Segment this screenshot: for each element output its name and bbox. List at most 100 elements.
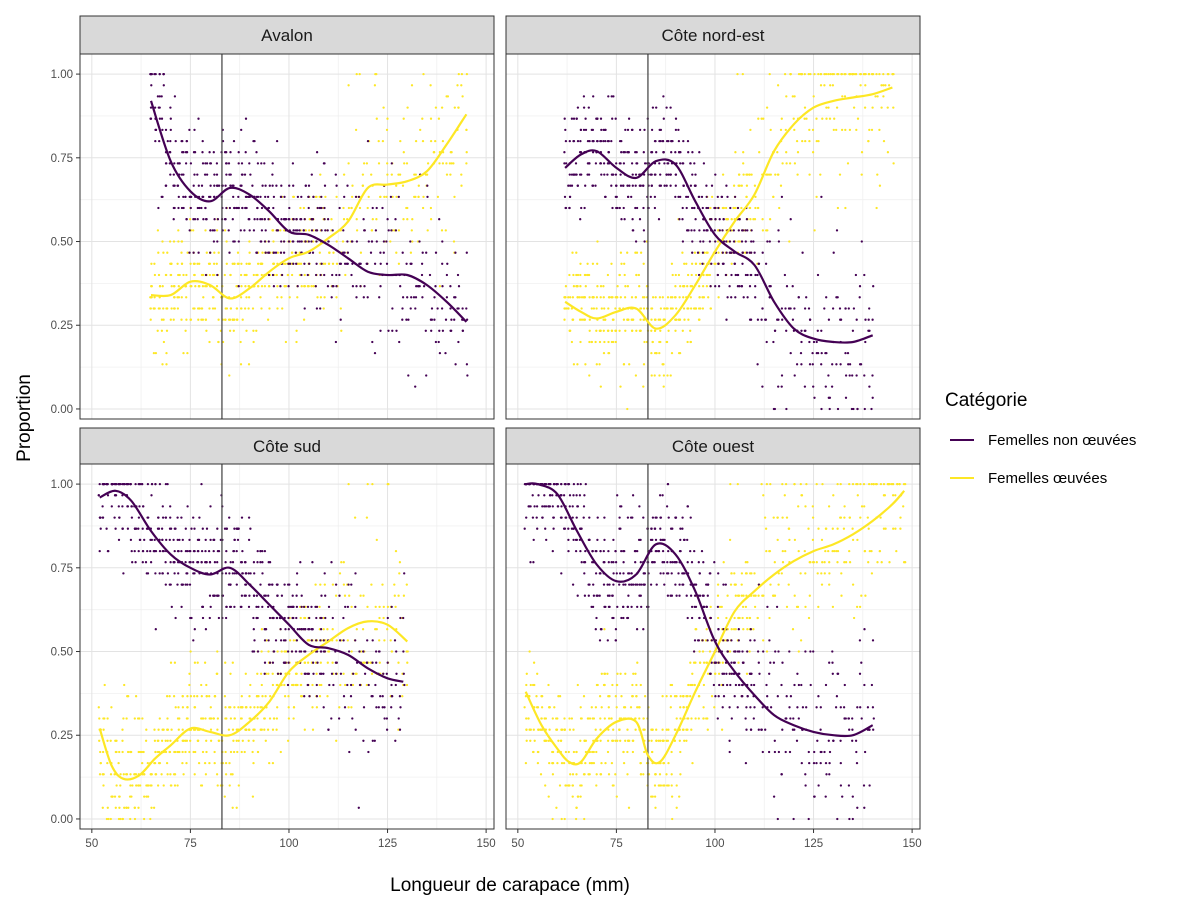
point-non-oeuvees — [638, 594, 641, 597]
point-oeuvees — [370, 229, 373, 232]
point-oeuvees — [302, 318, 306, 321]
point-non-oeuvees — [445, 296, 449, 299]
point-non-oeuvees — [284, 639, 287, 642]
point-oeuvees — [153, 728, 156, 731]
point-non-oeuvees — [168, 151, 172, 154]
point-oeuvees — [614, 695, 617, 698]
point-oeuvees — [591, 750, 594, 754]
point-non-oeuvees — [261, 184, 264, 187]
point-oeuvees — [276, 296, 279, 299]
point-non-oeuvees — [682, 139, 685, 143]
point-oeuvees — [824, 72, 828, 76]
point-non-oeuvees — [133, 549, 136, 553]
point-oeuvees — [867, 72, 871, 76]
point-oeuvees — [882, 72, 885, 76]
point-non-oeuvees — [643, 583, 646, 586]
point-oeuvees — [823, 561, 826, 564]
point-non-oeuvees — [434, 285, 437, 288]
point-oeuvees — [290, 273, 294, 277]
point-non-oeuvees — [304, 628, 307, 631]
panel-background — [506, 464, 920, 829]
point-non-oeuvees — [320, 195, 323, 199]
point-oeuvees — [131, 784, 134, 787]
point-non-oeuvees — [576, 139, 580, 143]
point-non-oeuvees — [698, 616, 701, 620]
point-non-oeuvees — [235, 583, 238, 586]
point-non-oeuvees — [244, 583, 248, 586]
point-oeuvees — [564, 784, 568, 787]
point-oeuvees — [599, 773, 603, 776]
point-non-oeuvees — [164, 583, 167, 586]
point-oeuvees — [583, 817, 586, 821]
point-oeuvees — [319, 173, 322, 176]
point-non-oeuvees — [363, 229, 366, 232]
point-non-oeuvees — [343, 251, 346, 254]
point-oeuvees — [875, 206, 878, 210]
point-oeuvees — [162, 318, 165, 321]
point-non-oeuvees — [399, 706, 402, 709]
point-oeuvees — [347, 706, 350, 709]
point-oeuvees — [726, 594, 729, 597]
point-non-oeuvees — [323, 184, 327, 187]
point-oeuvees — [675, 806, 678, 809]
point-oeuvees — [736, 482, 739, 486]
point-oeuvees — [765, 650, 769, 653]
point-non-oeuvees — [627, 195, 630, 199]
point-non-oeuvees — [288, 262, 292, 265]
point-non-oeuvees — [608, 594, 611, 597]
point-non-oeuvees — [391, 329, 394, 332]
point-oeuvees — [618, 329, 621, 332]
point-oeuvees — [287, 706, 290, 709]
point-non-oeuvees — [324, 594, 327, 597]
point-oeuvees — [256, 273, 259, 277]
point-non-oeuvees — [121, 505, 124, 508]
point-oeuvees — [558, 784, 562, 787]
point-oeuvees — [762, 494, 765, 497]
point-oeuvees — [389, 639, 392, 642]
point-oeuvees — [121, 728, 124, 731]
point-non-oeuvees — [666, 162, 669, 165]
point-non-oeuvees — [296, 240, 300, 243]
point-non-oeuvees — [282, 251, 286, 254]
point-oeuvees — [665, 773, 668, 776]
point-non-oeuvees — [322, 162, 326, 165]
panel-background — [80, 464, 494, 829]
point-oeuvees — [654, 318, 657, 321]
point-oeuvees — [817, 527, 820, 530]
point-non-oeuvees — [264, 251, 267, 254]
point-non-oeuvees — [216, 549, 220, 553]
point-non-oeuvees — [649, 195, 652, 199]
point-oeuvees — [793, 95, 796, 98]
point-non-oeuvees — [733, 195, 737, 199]
point-non-oeuvees — [666, 594, 670, 597]
point-non-oeuvees — [300, 605, 303, 609]
point-oeuvees — [263, 717, 266, 720]
point-oeuvees — [264, 695, 267, 698]
point-oeuvees — [170, 728, 173, 731]
point-oeuvees — [639, 251, 643, 254]
point-non-oeuvees — [161, 505, 164, 508]
point-oeuvees — [746, 561, 749, 564]
point-oeuvees — [878, 72, 881, 76]
point-oeuvees — [799, 482, 802, 486]
point-non-oeuvees — [674, 173, 677, 176]
point-non-oeuvees — [596, 516, 599, 519]
point-oeuvees — [335, 240, 338, 243]
point-oeuvees — [665, 695, 668, 698]
point-oeuvees — [815, 195, 818, 199]
point-oeuvees — [102, 717, 105, 720]
point-oeuvees — [774, 173, 777, 176]
point-non-oeuvees — [717, 628, 720, 631]
point-non-oeuvees — [386, 218, 389, 221]
point-non-oeuvees — [176, 184, 179, 187]
point-non-oeuvees — [717, 206, 720, 210]
point-oeuvees — [410, 84, 414, 87]
point-non-oeuvees — [186, 583, 189, 586]
point-non-oeuvees — [287, 605, 290, 609]
point-non-oeuvees — [603, 561, 606, 564]
point-non-oeuvees — [354, 195, 358, 199]
point-oeuvees — [598, 363, 601, 366]
point-oeuvees — [286, 273, 289, 277]
point-oeuvees — [397, 262, 401, 265]
